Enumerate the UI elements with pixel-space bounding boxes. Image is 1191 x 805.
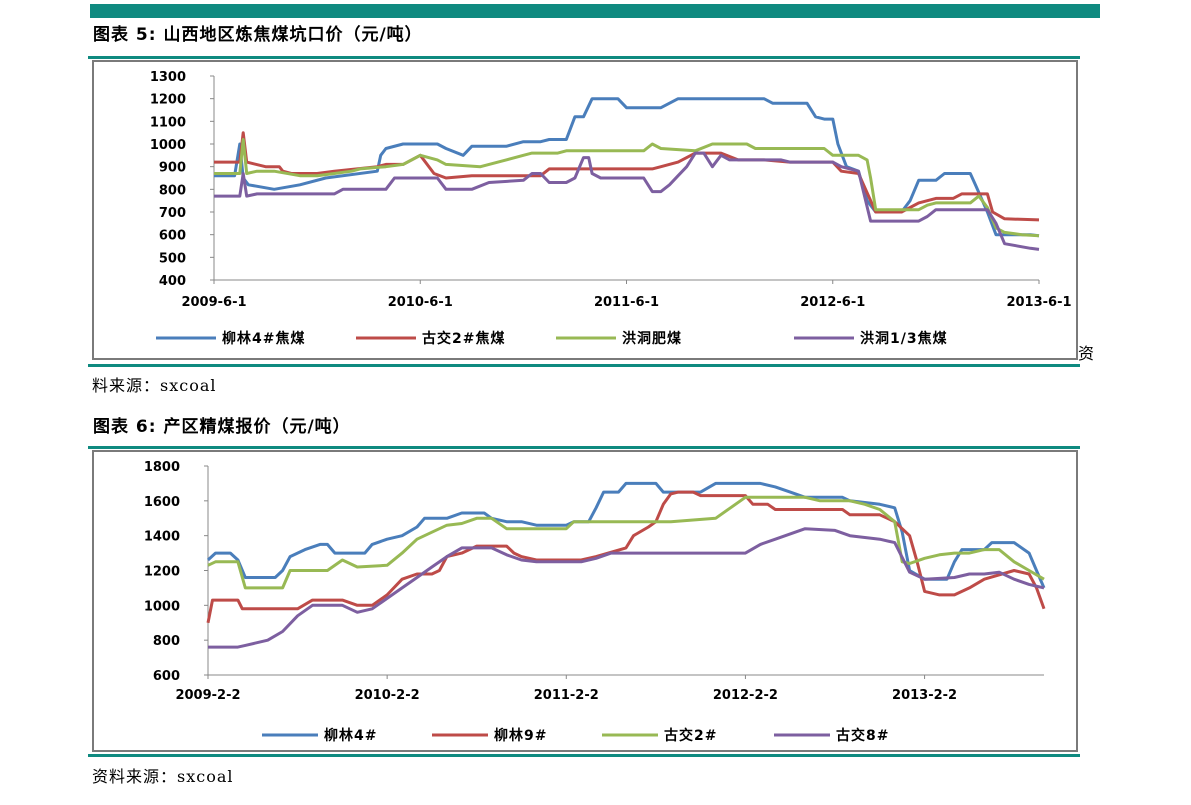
x-tick-label: 2013-6-1 <box>1006 295 1071 310</box>
figure5-source: 料来源：sxcoal <box>92 376 217 395</box>
y-tick-label: 1800 <box>144 460 180 475</box>
x-tick-label: 2012-6-1 <box>800 295 865 310</box>
y-tick-label: 1200 <box>144 565 180 580</box>
x-tick-label: 2011-6-1 <box>594 295 659 310</box>
y-tick-label: 700 <box>159 206 186 221</box>
x-tick-label: 2009-6-1 <box>181 295 246 310</box>
series-line-1 <box>214 97 1040 238</box>
x-tick-label: 2013-2-2 <box>892 688 957 703</box>
y-tick-label: 1400 <box>144 530 180 545</box>
header-bar <box>90 4 1100 18</box>
legend-label-3: 古交2# <box>664 727 717 744</box>
figure5-chart-frame: 400 500 600 700 800 900 1000 1100 1200 1300 2009-6… <box>92 60 1078 360</box>
y-tick-label: 1100 <box>150 115 186 130</box>
legend-label-1: 柳林4# <box>324 727 377 744</box>
figure5-bottom-rule <box>88 364 1080 367</box>
figure6-title: 图表 6: 产区精煤报价（元/吨） <box>93 417 351 437</box>
x-tick-label: 2010-2-2 <box>355 688 420 703</box>
series-line-4 <box>214 151 1040 251</box>
figure6-source: 资料来源：sxcoal <box>92 767 234 786</box>
series-line-3 <box>214 138 1040 238</box>
y-tick-label: 500 <box>159 251 186 266</box>
y-tick-label: 800 <box>159 183 186 198</box>
y-tick-label: 800 <box>153 634 180 649</box>
legend-label-4: 古交8# <box>836 727 889 744</box>
x-tick-label: 2010-6-1 <box>388 295 453 310</box>
x-tick-label: 2009-2-2 <box>175 688 240 703</box>
y-tick-label: 1000 <box>150 138 186 153</box>
figure5-title: 图表 5: 山西地区炼焦煤坑口价（元/吨） <box>93 25 423 45</box>
y-tick-label: 1600 <box>144 495 180 510</box>
y-tick-label: 1200 <box>150 93 186 108</box>
y-tick-label: 600 <box>153 669 180 684</box>
figure6-bottom-rule <box>88 754 1080 757</box>
legend-label-1: 柳林4#焦煤 <box>222 330 305 347</box>
figure5-chart: 400 500 600 700 800 900 1000 1100 1200 1300 2009-6… <box>150 70 1072 347</box>
figure6-chart: 600 800 1000 1200 1400 1600 1800 2009-2-2 2010-2… <box>144 460 1046 744</box>
figure6-chart-frame: 600 800 1000 1200 1400 1600 1800 2009-2-2 2010-2… <box>92 450 1078 752</box>
figure5-source-prefix: 资 <box>1078 344 1096 363</box>
y-tick-label: 1000 <box>144 599 180 614</box>
figure6-top-rule <box>88 446 1080 449</box>
series-line-4 <box>208 527 1045 649</box>
y-tick-label: 1300 <box>150 70 186 85</box>
y-tick-label: 400 <box>159 274 186 289</box>
y-tick-label: 900 <box>159 161 186 176</box>
figure5-top-rule <box>88 56 1080 59</box>
x-tick-label: 2012-2-2 <box>713 688 778 703</box>
legend-label-2: 古交2#焦煤 <box>422 330 505 347</box>
y-tick-label: 600 <box>159 229 186 244</box>
legend-label-3: 洪洞肥煤 <box>622 330 682 347</box>
legend-label-2: 柳林9# <box>494 727 547 744</box>
series-line-3 <box>207 495 1045 590</box>
x-tick-label: 2011-2-2 <box>534 688 599 703</box>
series-line-2 <box>206 490 1046 624</box>
legend-label-4: 洪洞1/3焦煤 <box>860 330 948 347</box>
